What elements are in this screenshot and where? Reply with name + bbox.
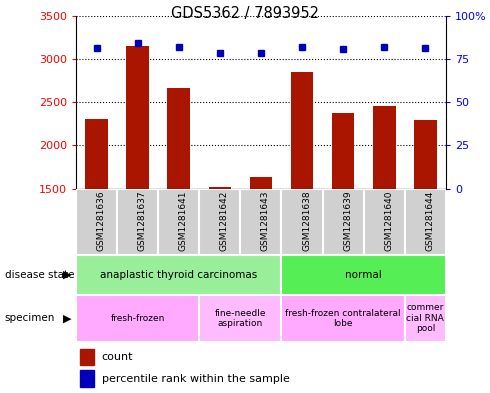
Bar <box>281 295 405 342</box>
Text: GSM1281639: GSM1281639 <box>343 191 352 251</box>
Bar <box>199 189 241 255</box>
Bar <box>76 189 117 255</box>
Bar <box>158 189 199 255</box>
Bar <box>126 46 149 189</box>
Text: GSM1281644: GSM1281644 <box>425 191 434 251</box>
Bar <box>76 255 281 295</box>
Bar <box>332 114 354 189</box>
Bar <box>373 106 395 189</box>
Text: GDS5362 / 7893952: GDS5362 / 7893952 <box>171 6 319 21</box>
Bar <box>405 189 446 255</box>
Text: disease state: disease state <box>5 270 74 280</box>
Text: fresh-frozen contralateral
lobe: fresh-frozen contralateral lobe <box>285 309 401 328</box>
Text: normal: normal <box>345 270 382 280</box>
Text: ▶: ▶ <box>63 313 71 323</box>
Text: GSM1281642: GSM1281642 <box>220 191 229 251</box>
Bar <box>414 120 437 189</box>
Bar <box>199 295 281 342</box>
Bar <box>241 189 281 255</box>
Bar <box>364 189 405 255</box>
Bar <box>249 176 272 189</box>
Text: anaplastic thyroid carcinomas: anaplastic thyroid carcinomas <box>100 270 257 280</box>
Bar <box>209 187 231 189</box>
Bar <box>85 119 108 189</box>
Bar <box>405 295 446 342</box>
Text: GSM1281638: GSM1281638 <box>302 191 311 251</box>
Bar <box>80 371 95 387</box>
Text: GSM1281636: GSM1281636 <box>97 191 105 251</box>
Bar <box>281 255 446 295</box>
Bar <box>76 295 199 342</box>
Text: ▶: ▶ <box>63 270 71 280</box>
Text: GSM1281641: GSM1281641 <box>179 191 188 251</box>
Text: GSM1281643: GSM1281643 <box>261 191 270 251</box>
Text: count: count <box>102 352 133 362</box>
Bar <box>322 189 364 255</box>
Text: specimen: specimen <box>5 313 55 323</box>
Text: GSM1281640: GSM1281640 <box>384 191 393 251</box>
Text: fresh-frozen: fresh-frozen <box>110 314 165 323</box>
Text: GSM1281637: GSM1281637 <box>138 191 147 251</box>
Text: commer
cial RNA
pool: commer cial RNA pool <box>407 303 444 333</box>
Bar <box>168 88 190 189</box>
Bar <box>117 189 158 255</box>
Bar <box>281 189 322 255</box>
Bar <box>80 349 95 365</box>
Text: percentile rank within the sample: percentile rank within the sample <box>102 374 290 384</box>
Bar <box>291 72 313 189</box>
Text: fine-needle
aspiration: fine-needle aspiration <box>215 309 266 328</box>
